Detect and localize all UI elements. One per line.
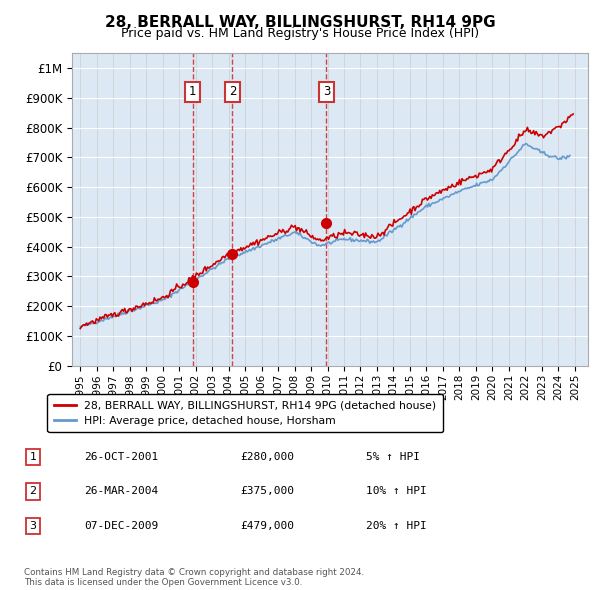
Text: 5% ↑ HPI: 5% ↑ HPI <box>366 453 420 462</box>
Text: 26-OCT-2001: 26-OCT-2001 <box>84 453 158 462</box>
Text: £280,000: £280,000 <box>240 453 294 462</box>
Text: 26-MAR-2004: 26-MAR-2004 <box>84 487 158 496</box>
Legend: 28, BERRALL WAY, BILLINGSHURST, RH14 9PG (detached house), HPI: Average price, d: 28, BERRALL WAY, BILLINGSHURST, RH14 9PG… <box>47 394 443 432</box>
Text: 07-DEC-2009: 07-DEC-2009 <box>84 521 158 530</box>
Text: 1: 1 <box>189 86 196 99</box>
Text: 3: 3 <box>29 521 37 530</box>
Text: 20% ↑ HPI: 20% ↑ HPI <box>366 521 427 530</box>
Text: 1: 1 <box>29 453 37 462</box>
Text: 3: 3 <box>323 86 330 99</box>
Text: 2: 2 <box>229 86 236 99</box>
Text: 2: 2 <box>29 487 37 496</box>
Text: £479,000: £479,000 <box>240 521 294 530</box>
Text: This data is licensed under the Open Government Licence v3.0.: This data is licensed under the Open Gov… <box>24 578 302 587</box>
Text: 28, BERRALL WAY, BILLINGSHURST, RH14 9PG: 28, BERRALL WAY, BILLINGSHURST, RH14 9PG <box>104 15 496 30</box>
Text: 10% ↑ HPI: 10% ↑ HPI <box>366 487 427 496</box>
Text: £375,000: £375,000 <box>240 487 294 496</box>
Text: Price paid vs. HM Land Registry's House Price Index (HPI): Price paid vs. HM Land Registry's House … <box>121 27 479 40</box>
Text: Contains HM Land Registry data © Crown copyright and database right 2024.: Contains HM Land Registry data © Crown c… <box>24 568 364 577</box>
